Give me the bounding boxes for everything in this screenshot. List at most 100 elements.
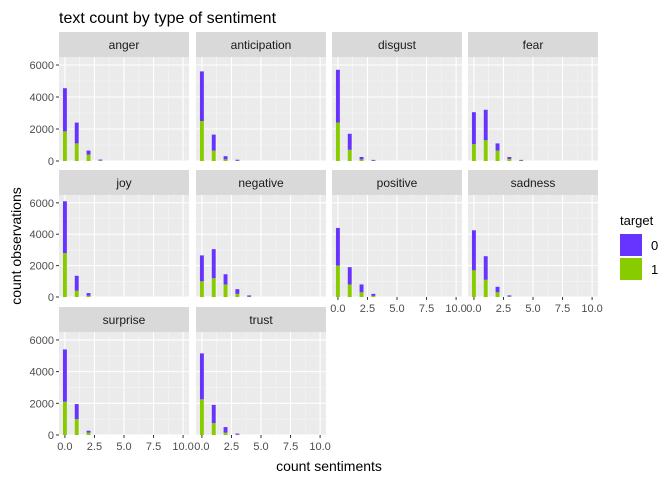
- x-tick-label: 10.0: [581, 303, 602, 315]
- bar-anticipation-x1-target-1: [211, 150, 216, 161]
- y-tick-label: 0: [48, 292, 54, 304]
- bar-disgust-x1-target-1: [347, 149, 352, 161]
- bar-disgust-x0-target-1: [335, 122, 340, 161]
- facet-panel-trust: trust 0.0 2.5 5.0 7.5 10.0: [194, 307, 331, 453]
- legend-key-0: [620, 234, 642, 256]
- facet-panel-disgust: disgust: [332, 32, 462, 162]
- bar-disgust-x1-target-0: [347, 133, 352, 150]
- bar-negative-x2-target-0: [223, 274, 228, 285]
- bar-disgust-x0-target-0: [335, 69, 340, 123]
- facet-strip: [332, 32, 462, 57]
- x-axis-title: count sentiments: [276, 458, 382, 474]
- bar-fear-x3-target-1: [507, 158, 512, 161]
- facet-strip: [59, 32, 189, 57]
- bar-trust-x2-target-0: [223, 427, 228, 433]
- bar-trust-x0-target-0: [199, 353, 204, 400]
- y-tick-label: 0: [48, 156, 54, 168]
- x-tick-label: 10.0: [172, 441, 193, 453]
- y-tick-label: 4000: [30, 367, 54, 379]
- bar-negative-x2-target-1: [223, 284, 228, 297]
- chart-title: text count by type of sentiment: [59, 10, 277, 27]
- bar-surprise-x0-target-1: [62, 401, 67, 435]
- bar-positive-x0-target-1: [335, 265, 340, 297]
- bar-joy-x2-target-0: [86, 293, 91, 296]
- bar-sadness-x1-target-1: [483, 279, 488, 297]
- bar-sadness-x2-target-0: [495, 286, 500, 293]
- bar-surprise-x2-target-0: [86, 430, 91, 433]
- bar-sadness-x0-target-0: [471, 230, 476, 271]
- bar-anger-x3-target-0: [98, 159, 103, 161]
- legend-label-1: 1: [651, 262, 658, 277]
- bar-positive-x0-target-0: [335, 227, 340, 266]
- bar-negative-x3-target-0: [235, 289, 240, 294]
- x-tick-label: 10.0: [309, 441, 330, 453]
- bar-negative-x0-target-1: [199, 281, 204, 297]
- facet-panel-positive: positive 0.0 2.5 5.0 7.5 10.0: [330, 170, 467, 315]
- x-tick-label: 0.0: [194, 441, 209, 453]
- bar-positive-x1-target-1: [347, 284, 352, 297]
- bar-anger-x3-target-1: [98, 160, 103, 161]
- legend: target 0 1: [620, 213, 658, 280]
- facet-panel-sadness: sadness 0.0 2.5 5.0 7.5 10.0: [466, 170, 603, 315]
- facet-panel-anger: anger 0 2000 4000 6000: [30, 32, 189, 168]
- bar-negative-x1-target-0: [211, 249, 216, 279]
- legend-title: target: [620, 213, 654, 228]
- facet-strip-label: anger: [109, 38, 140, 52]
- facet-strip-label: negative: [238, 176, 284, 190]
- bar-fear-x4-target-0: [519, 159, 524, 161]
- x-tick-label: 7.5: [555, 303, 570, 315]
- legend-label-0: 0: [651, 238, 658, 253]
- bar-anger-x2-target-0: [86, 150, 91, 155]
- bar-anticipation-x1-target-0: [211, 134, 216, 151]
- bar-positive-x2-target-0: [359, 284, 364, 293]
- bar-disgust-x3-target-0: [371, 159, 376, 161]
- facet-strip-label: sadness: [511, 176, 556, 190]
- bar-sadness-x3-target-0: [507, 295, 512, 297]
- bar-fear-x0-target-0: [471, 112, 476, 145]
- bar-anger-x1-target-1: [74, 143, 79, 161]
- bar-fear-x1-target-0: [483, 109, 488, 141]
- facet-strip: [196, 32, 326, 57]
- bar-trust-x2-target-1: [223, 432, 228, 435]
- bar-surprise-x1-target-0: [74, 404, 79, 420]
- bar-negative-x4-target-0: [247, 295, 252, 297]
- bar-joy-x1-target-1: [74, 290, 79, 297]
- y-tick-label: 6000: [30, 335, 54, 347]
- bar-anger-x0-target-0: [62, 88, 67, 132]
- facet-strip: [468, 32, 598, 57]
- facet-strip: [196, 170, 326, 195]
- bar-anticipation-x2-target-0: [223, 156, 228, 160]
- bar-fear-x2-target-0: [495, 143, 500, 151]
- x-tick-label: 2.5: [360, 303, 375, 315]
- y-tick-label: 6000: [30, 198, 54, 210]
- bar-joy-x0-target-1: [62, 253, 67, 297]
- bar-disgust-x2-target-1: [359, 159, 364, 161]
- facet-strip-label: disgust: [378, 38, 417, 52]
- facet-strip-label: positive: [377, 176, 418, 190]
- bar-sadness-x2-target-1: [495, 292, 500, 297]
- y-tick-label: 4000: [30, 229, 54, 241]
- facet-strip-label: joy: [115, 176, 131, 190]
- x-tick-label: 10.0: [445, 303, 466, 315]
- bar-fear-x3-target-0: [507, 157, 512, 159]
- y-tick-label: 6000: [30, 60, 54, 72]
- bar-positive-x3-target-0: [371, 293, 376, 296]
- bar-anger-x1-target-0: [74, 122, 79, 144]
- x-tick-label: 7.5: [146, 441, 161, 453]
- facet-strip: [332, 170, 462, 195]
- bar-negative-x0-target-0: [199, 255, 204, 282]
- bar-trust-x1-target-0: [211, 404, 216, 424]
- x-tick-label: 5.0: [253, 441, 268, 453]
- y-tick-label: 2000: [30, 124, 54, 136]
- facet-strip-label: trust: [249, 313, 273, 327]
- facet-panel-joy: joy 0 2000 4000 6000: [30, 170, 189, 304]
- bar-trust-x0-target-1: [199, 399, 204, 435]
- bar-trust-x1-target-1: [211, 423, 216, 435]
- bar-trust-x3-target-0: [235, 433, 240, 435]
- x-tick-label: 0.0: [466, 303, 481, 315]
- bar-surprise-x2-target-1: [86, 432, 91, 435]
- bar-surprise-x1-target-1: [74, 419, 79, 435]
- facet-strip-label: anticipation: [231, 38, 292, 52]
- x-tick-label: 7.5: [419, 303, 434, 315]
- bar-joy-x1-target-0: [74, 275, 79, 291]
